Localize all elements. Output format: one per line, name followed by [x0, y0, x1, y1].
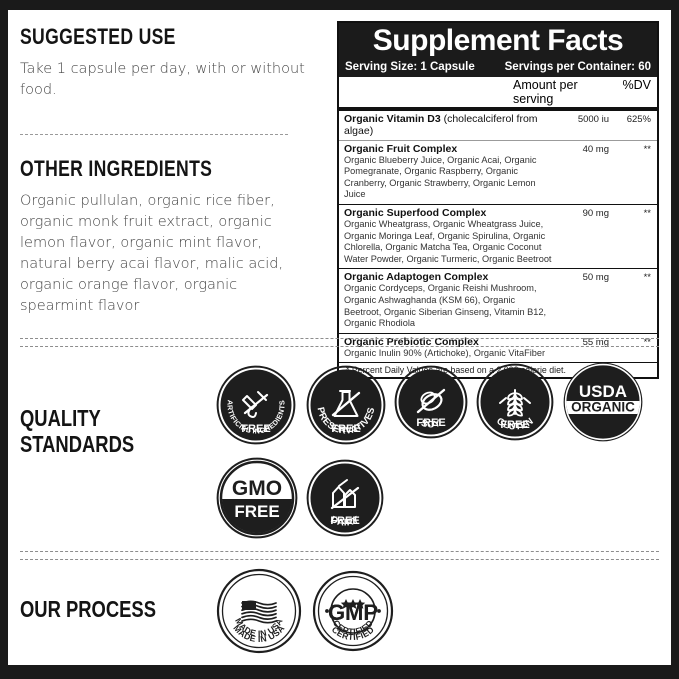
- nutrient-name: Organic Adaptogen Complex: [344, 271, 489, 284]
- nutrient-amount: 50 mg: [582, 272, 609, 284]
- svg-text:DAIRY: DAIRY: [329, 514, 362, 529]
- svg-text:FREE: FREE: [500, 419, 529, 431]
- serving-info-row: Serving Size: 1 Capsule Servings per Con…: [339, 58, 657, 77]
- svg-text:GMP: GMP: [328, 600, 378, 625]
- nutrient-amount: 40 mg: [582, 143, 609, 155]
- nutrient-row: Organic Vitamin D3 (cholecalciferol from…: [339, 111, 657, 141]
- nutrient-rows: Organic Vitamin D3 (cholecalciferol from…: [339, 111, 657, 364]
- svg-text:FREE: FREE: [331, 423, 360, 435]
- svg-text:FREE: FREE: [416, 417, 445, 429]
- svg-text:CERTIFIED: CERTIFIED: [331, 618, 375, 637]
- nutrient-row: Organic Adaptogen Complex Organic Cordyce…: [339, 269, 657, 334]
- nutrient-dv: **: [643, 143, 651, 155]
- svg-text:SOY: SOY: [420, 418, 443, 431]
- svg-text:GMO: GMO: [232, 477, 282, 500]
- svg-text:ORGANIC: ORGANIC: [571, 400, 635, 415]
- supplement-facts-footnote: * Percent Daily Values are based on a 2,…: [346, 365, 566, 376]
- nutrient-dv: 625%: [626, 113, 651, 125]
- svg-text:FREE: FREE: [241, 423, 270, 435]
- quality-standards-heading-line1: QUALITY: [20, 405, 101, 431]
- supplement-facts-title: Supplement Facts: [339, 23, 657, 59]
- suggested-use-text: Take 1 capsule per day, with or without …: [20, 61, 305, 98]
- svg-text:FREE: FREE: [330, 515, 359, 527]
- nutrient-sub-ingredients: Organic Blueberry Juice, Organic Acai, O…: [344, 154, 537, 200]
- badge-gmo-free: GMO FREE: [216, 457, 298, 539]
- nutrient-name-suffix: (cholecalciferol from algae): [344, 112, 538, 137]
- supplement-facts-panel: Supplement Facts Serving Size: 1 Capsule…: [337, 21, 659, 380]
- svg-text:USDA: USDA: [579, 382, 627, 401]
- nutrient-dv: **: [643, 272, 651, 284]
- nutrient-amount: 55 mg: [582, 336, 609, 348]
- nutrient-name: Organic Fruit Complex: [344, 142, 458, 155]
- serving-size: Serving Size: 1 Capsule: [345, 60, 475, 73]
- suggested-use-heading: SUGGESTED USE: [20, 24, 176, 49]
- top-section: SUGGESTED USE Take 1 capsule per day, wi…: [8, 10, 671, 380]
- nutrient-row: Organic Fruit Complex Organic Blueberry J…: [339, 141, 657, 205]
- badge-gluten-free: GLUTEN FREE: [476, 363, 554, 441]
- svg-text:FREE: FREE: [234, 502, 279, 521]
- percent-dv-header: %DV: [622, 77, 651, 92]
- badge-artificial-ingredients-free: ARTIFICIAL INGREDIENTS FREE: [216, 365, 296, 445]
- badge-preservatives-free: PRESERVATIVES FREE: [306, 365, 386, 445]
- other-ingredients-text: Organic pullulan, organic rice fiber, or…: [20, 193, 284, 314]
- badge-usda-organic: USDA ORGANIC: [562, 361, 644, 443]
- nutrient-amount: 90 mg: [582, 207, 609, 219]
- nutrient-sub-ingredients: Organic Cordyceps, Organic Reishi Mushro…: [344, 283, 547, 329]
- servings-per-container: Servings per Container: 60: [504, 60, 651, 73]
- divider-dashed-2a: [20, 551, 659, 552]
- badge-gmp-certified: CERTIFIED CERTIFIED GMP GMP: [312, 570, 394, 652]
- nutrient-row: Organic Superfood Complex Organic Wheatgr…: [339, 205, 657, 270]
- suggested-use-block: SUGGESTED USE Take 1 capsule per day, wi…: [20, 24, 320, 101]
- badge-dairy-free: DAIRY FREE: [306, 459, 384, 537]
- nutrient-dv: **: [643, 207, 651, 219]
- column-header-row: Amount per serving %DV: [339, 77, 657, 111]
- nutrient-sub-ingredients: Organic Wheatgrass, Organic Wheatgrass J…: [344, 218, 552, 264]
- svg-text:GLUTEN: GLUTEN: [494, 416, 535, 433]
- divider-dashed-1a: [20, 338, 659, 339]
- nutrient-dv: **: [643, 336, 651, 348]
- divider-dashed-1b: [20, 346, 659, 347]
- quality-standards-heading-line2: STANDARDS: [20, 431, 135, 457]
- badge-made-in-usa: MADE IN USA MADE IN USA: [216, 568, 302, 654]
- nutrient-name: Organic Superfood Complex: [344, 206, 487, 219]
- nutrient-amount: 5000 iu: [577, 113, 609, 125]
- label-page: SUGGESTED USE Take 1 capsule per day, wi…: [8, 10, 671, 665]
- divider-dashed-short: [20, 134, 288, 135]
- our-process-heading: OUR PROCESS: [20, 596, 156, 622]
- gmo-free-icon: GMO FREE: [216, 457, 298, 539]
- badge-soy-free: SOY FREE: [394, 365, 468, 439]
- nutrient-sub-ingredients: Organic Inulin 90% (Artichoke), Organic …: [344, 347, 546, 358]
- quality-standards-heading: QUALITY STANDARDS: [20, 405, 134, 457]
- amount-per-serving-header: Amount per serving: [513, 77, 578, 106]
- nutrient-name: Organic Vitamin D3 (cholecalciferol from…: [344, 112, 538, 137]
- divider-dashed-2b: [20, 559, 659, 560]
- svg-text:GMP: GMP: [328, 600, 378, 625]
- other-ingredients-heading: OTHER INGREDIENTS: [20, 156, 213, 181]
- other-ingredients-block: OTHER INGREDIENTS Organic pullulan, orga…: [20, 156, 310, 317]
